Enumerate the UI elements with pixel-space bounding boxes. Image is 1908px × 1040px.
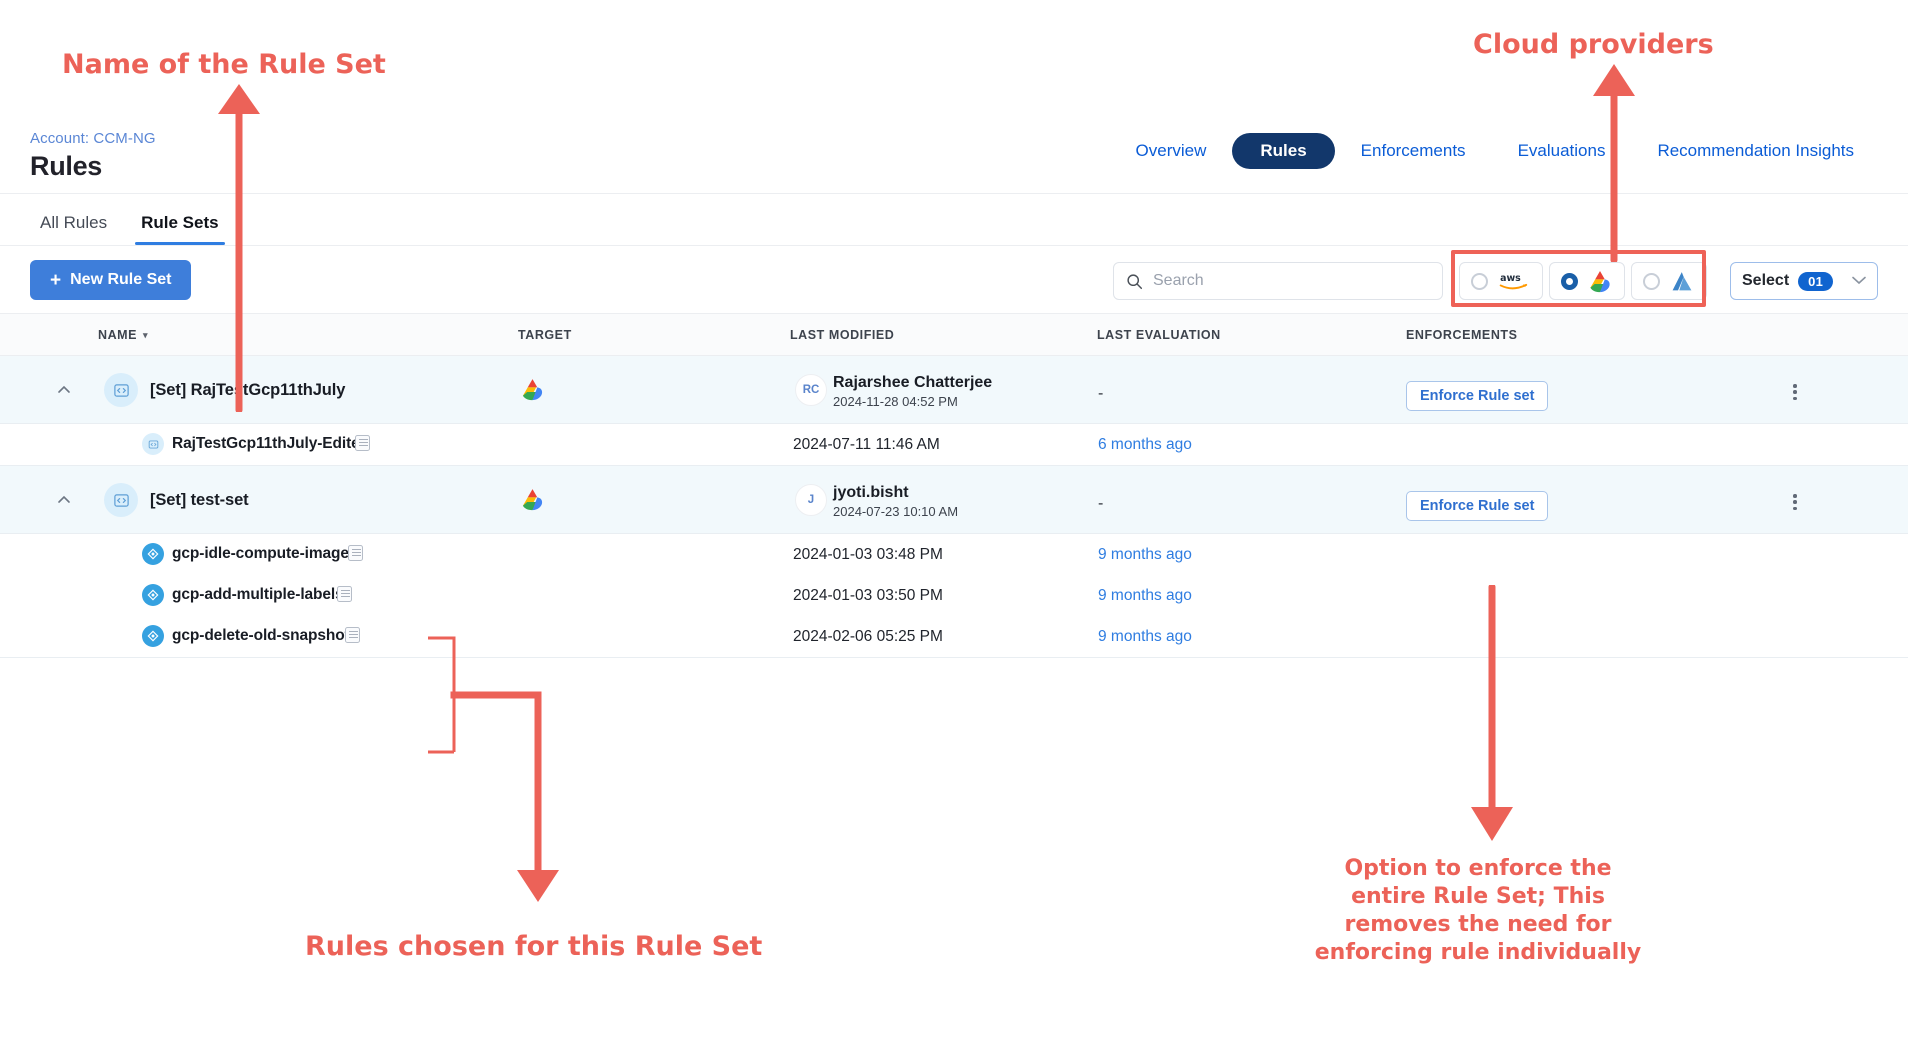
tab-rule-sets[interactable]: Rule Sets (127, 213, 232, 245)
nav-overview[interactable]: Overview (1135, 141, 1207, 160)
page-header: Account: CCM-NG Rules Overview Rules Enf… (0, 108, 1908, 194)
column-header-target: TARGET (518, 328, 572, 342)
toolbar: + New Rule Set aws (0, 246, 1908, 314)
rule-last-evaluation[interactable]: 6 months ago (1098, 436, 1192, 453)
top-navigation: Overview Rules Enforcements Evaluations … (1110, 108, 1880, 194)
rule-row[interactable]: gcp-delete-old-snapshot 2024-02-06 05:25… (0, 616, 1908, 657)
collapse-toggle-icon[interactable] (56, 492, 72, 508)
target-gcp-icon (520, 378, 545, 406)
provider-chip-gcp[interactable] (1549, 262, 1625, 300)
rule-name: RajTestGcp11thJuly-Edited (172, 435, 370, 452)
select-label: Select (1742, 272, 1790, 289)
last-evaluation-value: - (1098, 495, 1104, 512)
rule-icon (142, 625, 164, 647)
rule-last-evaluation[interactable]: 9 months ago (1098, 628, 1192, 645)
provider-chip-azure[interactable] (1631, 262, 1707, 300)
rule-set-row[interactable]: [Set] RajTestGcp11thJuly RC Rajarshee Ch… (0, 356, 1908, 424)
search-input[interactable] (1153, 272, 1430, 290)
enforce-rule-set-button[interactable]: Enforce Rule set (1406, 491, 1549, 521)
azure-icon (1672, 271, 1692, 290)
annotation-rules-chosen: Rules chosen for this Rule Set (305, 931, 763, 962)
annotation-cloud-providers: Cloud providers (1473, 29, 1714, 60)
radio-gcp[interactable] (1561, 272, 1578, 290)
table-header: NAME ▾ TARGET LAST MODIFIED LAST EVALUATI… (0, 314, 1908, 356)
search-icon (1127, 273, 1143, 289)
rule-last-modified: 2024-01-03 03:48 PM (793, 546, 943, 563)
row-menu-icon[interactable] (1786, 383, 1804, 401)
rule-last-modified: 2024-07-11 11:46 AM (793, 436, 940, 453)
rule-row[interactable]: gcp-idle-compute-images 2024-01-03 03:48… (0, 534, 1908, 575)
rule-name: gcp-delete-old-snapshot (172, 627, 350, 644)
rule-last-evaluation[interactable]: 9 months ago (1098, 546, 1192, 563)
column-header-name[interactable]: NAME ▾ (98, 328, 149, 342)
rule-icon (142, 543, 164, 565)
column-header-last-modified: LAST MODIFIED (790, 328, 895, 342)
aws-icon: aws (1499, 273, 1528, 290)
rule-row[interactable]: gcp-add-multiple-labels 2024-01-03 03:50… (0, 575, 1908, 616)
column-header-enforcements: ENFORCEMENTS (1406, 328, 1518, 342)
modified-at-date: 2024-11-28 04:52 PM (833, 394, 958, 409)
new-rule-set-button[interactable]: + New Rule Set (30, 260, 192, 300)
sort-caret-icon: ▾ (143, 330, 149, 341)
rule-name: gcp-idle-compute-images (172, 545, 358, 562)
rule-set-name: [Set] RajTestGcp11thJuly (150, 381, 346, 399)
annotation-bracket-rules-chosen (428, 636, 559, 902)
nav-rules[interactable]: Rules (1232, 133, 1335, 169)
target-gcp-icon (520, 488, 545, 516)
copy-icon[interactable] (355, 435, 370, 451)
annotation-arrow-enforce (1471, 585, 1513, 841)
radio-azure[interactable] (1643, 272, 1660, 290)
modified-by-name: Rajarshee Chatterjee (833, 374, 993, 391)
sub-tabs: All Rules Rule Sets (0, 194, 1908, 246)
annotation-enforce-note: Option to enforce the entire Rule Set; T… (1314, 856, 1642, 966)
row-menu-icon[interactable] (1786, 493, 1804, 511)
rule-set-row[interactable]: [Set] test-set J jyoti.bisht 2024-07-23 … (0, 466, 1908, 534)
nav-recommendation-insights[interactable]: Recommendation Insights (1657, 141, 1854, 160)
rule-set-avatar-icon (104, 373, 138, 407)
radio-aws[interactable] (1471, 272, 1488, 290)
copy-icon[interactable] (345, 627, 360, 643)
annotation-name-of-rule-set: Name of the Rule Set (62, 49, 386, 80)
search-box[interactable] (1113, 262, 1443, 300)
select-dropdown[interactable]: Select 01 (1730, 262, 1878, 300)
copy-icon[interactable] (337, 586, 352, 602)
rule-name: gcp-add-multiple-labels (172, 586, 344, 603)
enforce-rule-set-button[interactable]: Enforce Rule set (1406, 381, 1549, 411)
rule-icon (142, 584, 164, 606)
provider-chip-aws[interactable]: aws (1459, 262, 1543, 300)
annotation-arrow-name (218, 84, 260, 412)
annotation-arrow-providers (1593, 64, 1635, 262)
rule-set-group: [Set] RajTestGcp11thJuly RC Rajarshee Ch… (0, 356, 1908, 466)
svg-text:aws: aws (1500, 273, 1521, 284)
new-rule-set-label: New Rule Set (70, 271, 172, 288)
app-container: Account: CCM-NG Rules Overview Rules Enf… (0, 108, 1908, 658)
copy-icon[interactable] (348, 545, 363, 561)
modified-by-avatar: RC (795, 374, 827, 406)
collapse-toggle-icon[interactable] (56, 382, 72, 398)
gcp-icon (1590, 270, 1610, 292)
tab-all-rules[interactable]: All Rules (40, 213, 108, 232)
rule-last-modified: 2024-01-03 03:50 PM (793, 587, 943, 604)
nav-enforcements[interactable]: Enforcements (1360, 141, 1466, 160)
account-breadcrumb[interactable]: Account: CCM-NG (30, 130, 156, 147)
nav-evaluations[interactable]: Evaluations (1517, 141, 1606, 160)
rule-icon (142, 433, 164, 455)
rule-last-evaluation[interactable]: 9 months ago (1098, 587, 1192, 604)
last-evaluation-value: - (1098, 385, 1104, 402)
select-count-badge: 01 (1798, 271, 1834, 291)
modified-at-date: 2024-07-23 10:10 AM (833, 504, 959, 519)
modified-by-name: jyoti.bisht (833, 484, 909, 501)
modified-by-avatar: J (795, 484, 827, 516)
rule-set-avatar-icon (104, 483, 138, 517)
page-title: Rules (30, 151, 103, 181)
column-header-last-evaluation: LAST EVALUATION (1097, 328, 1221, 342)
rule-set-name: [Set] test-set (150, 491, 249, 509)
rule-row[interactable]: RajTestGcp11thJuly-Edited 2024-07-11 11:… (0, 424, 1908, 465)
plus-icon: + (50, 269, 62, 291)
rule-last-modified: 2024-02-06 05:25 PM (793, 628, 943, 645)
chevron-down-icon (1852, 272, 1866, 290)
rule-set-group: [Set] test-set J jyoti.bisht 2024-07-23 … (0, 466, 1908, 658)
cloud-provider-filters: aws (1459, 262, 1707, 300)
